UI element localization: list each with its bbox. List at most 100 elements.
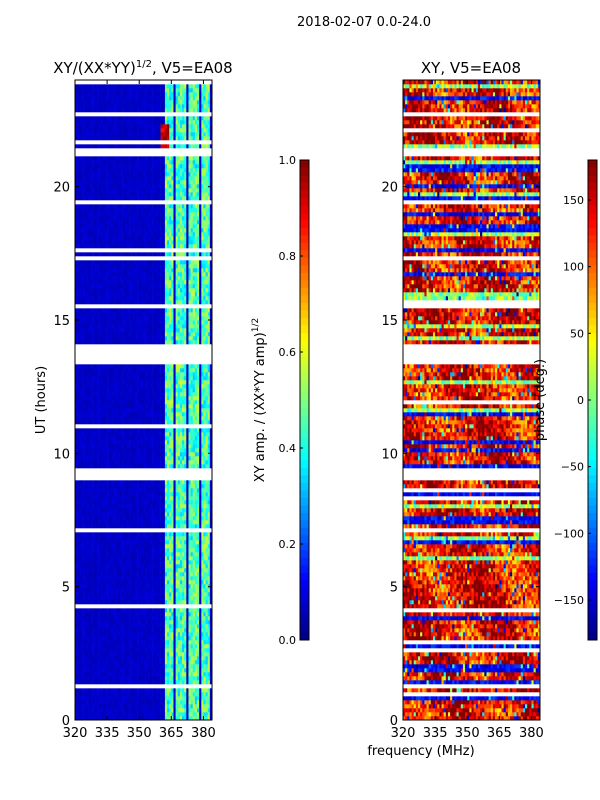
heatmap-cell: [75, 540, 78, 545]
heatmap-cell: [79, 680, 82, 685]
heatmap-cell: [89, 632, 93, 637]
heatmap-cell: [154, 628, 157, 633]
heatmap-cell: [149, 516, 153, 521]
heatmap-cell: [137, 668, 140, 673]
heatmap-cell: [171, 476, 174, 481]
heatmap-cell: [199, 580, 202, 585]
heatmap-cell: [169, 500, 172, 505]
heatmap-cell: [132, 476, 136, 481]
heatmap-cell: [141, 672, 144, 677]
heatmap-cell: [102, 632, 106, 637]
heatmap-cell: [109, 572, 112, 577]
heatmap-cell: [154, 688, 157, 693]
heatmap-cell: [122, 512, 125, 517]
heatmap-cell: [175, 672, 179, 677]
heatmap-cell: [94, 512, 97, 517]
heatmap-cell: [182, 412, 185, 417]
heatmap-cell: [203, 632, 206, 637]
heatmap-cell: [190, 592, 194, 597]
heatmap-cell: [164, 464, 168, 469]
heatmap-cell: [169, 572, 172, 577]
heatmap-cell: [145, 544, 149, 549]
heatmap-cell: [128, 568, 131, 573]
heatmap-cell: [156, 696, 159, 701]
heatmap-cell: [87, 464, 91, 469]
heatmap-cell: [81, 448, 84, 453]
heatmap-cell: [171, 448, 174, 453]
heatmap-cell: [124, 524, 127, 529]
heatmap-cell: [207, 640, 211, 645]
heatmap-cell: [154, 428, 157, 433]
heatmap-cell: [173, 488, 176, 493]
heatmap-cell: [141, 480, 144, 485]
heatmap-cell: [209, 716, 213, 721]
heatmap-cell: [179, 704, 183, 709]
heatmap-cell: [132, 420, 136, 425]
heatmap-cell: [75, 444, 78, 449]
heatmap-cell: [124, 440, 127, 445]
heatmap-cell: [100, 696, 104, 701]
heatmap-cell: [89, 588, 93, 593]
heatmap-cell: [188, 688, 191, 693]
heatmap-cell: [197, 680, 200, 685]
heatmap-cell: [96, 560, 99, 565]
heatmap-cell: [122, 508, 125, 513]
heatmap-cell: [147, 632, 151, 637]
heatmap-cell: [117, 680, 121, 685]
heatmap-cell: [77, 688, 80, 693]
heatmap-cell: [87, 516, 91, 521]
heatmap-cell: [182, 616, 185, 621]
heatmap-cell: [102, 488, 106, 493]
heatmap-cell: [81, 468, 84, 473]
heatmap-cell: [122, 520, 125, 525]
heatmap-cell: [156, 424, 159, 429]
heatmap-cell: [98, 680, 101, 685]
heatmap-cell: [79, 664, 82, 669]
heatmap-cell: [201, 468, 204, 473]
heatmap-cell: [201, 640, 204, 645]
heatmap-cell: [160, 632, 164, 637]
heatmap-cell: [171, 540, 174, 545]
heatmap-cell: [109, 592, 112, 597]
heatmap-cell: [128, 464, 131, 469]
heatmap-cell: [137, 492, 140, 497]
heatmap-cell: [177, 532, 181, 537]
heatmap-cell: [173, 600, 176, 605]
heatmap-cell: [75, 424, 78, 429]
heatmap-cell: [186, 572, 189, 577]
heatmap-cell: [171, 664, 174, 669]
heatmap-cell: [83, 476, 86, 481]
heatmap-cell: [122, 704, 125, 709]
heatmap-cell: [177, 520, 181, 525]
heatmap-cell: [167, 688, 170, 693]
heatmap-cell: [205, 608, 209, 613]
heatmap-cell: [184, 692, 187, 697]
heatmap-cell: [186, 684, 189, 689]
heatmap-cell: [201, 684, 204, 689]
heatmap-cell: [104, 416, 108, 421]
heatmap-cell: [100, 688, 104, 693]
heatmap-cell: [113, 416, 116, 421]
heatmap-cell: [122, 468, 125, 473]
heatmap-cell: [132, 468, 136, 473]
heatmap-cell: [149, 692, 153, 697]
heatmap-cell: [169, 416, 172, 421]
heatmap-cell: [87, 416, 91, 421]
heatmap-cell: [175, 500, 179, 505]
heatmap-cell: [115, 424, 119, 429]
heatmap-cell: [89, 568, 93, 573]
heatmap-cell: [102, 608, 106, 613]
heatmap-cell: [77, 572, 80, 577]
heatmap-cell: [130, 516, 134, 521]
heatmap-cell: [177, 680, 181, 685]
heatmap-cell: [128, 504, 131, 509]
heatmap-cell: [79, 576, 82, 581]
heatmap-cell: [197, 672, 200, 677]
heatmap-cell: [147, 480, 151, 485]
heatmap-cell: [167, 632, 170, 637]
heatmap-cell: [154, 696, 157, 701]
heatmap-cell: [124, 600, 127, 605]
heatmap-cell: [173, 440, 176, 445]
heatmap-cell: [201, 548, 204, 553]
heatmap-cell: [104, 532, 108, 537]
